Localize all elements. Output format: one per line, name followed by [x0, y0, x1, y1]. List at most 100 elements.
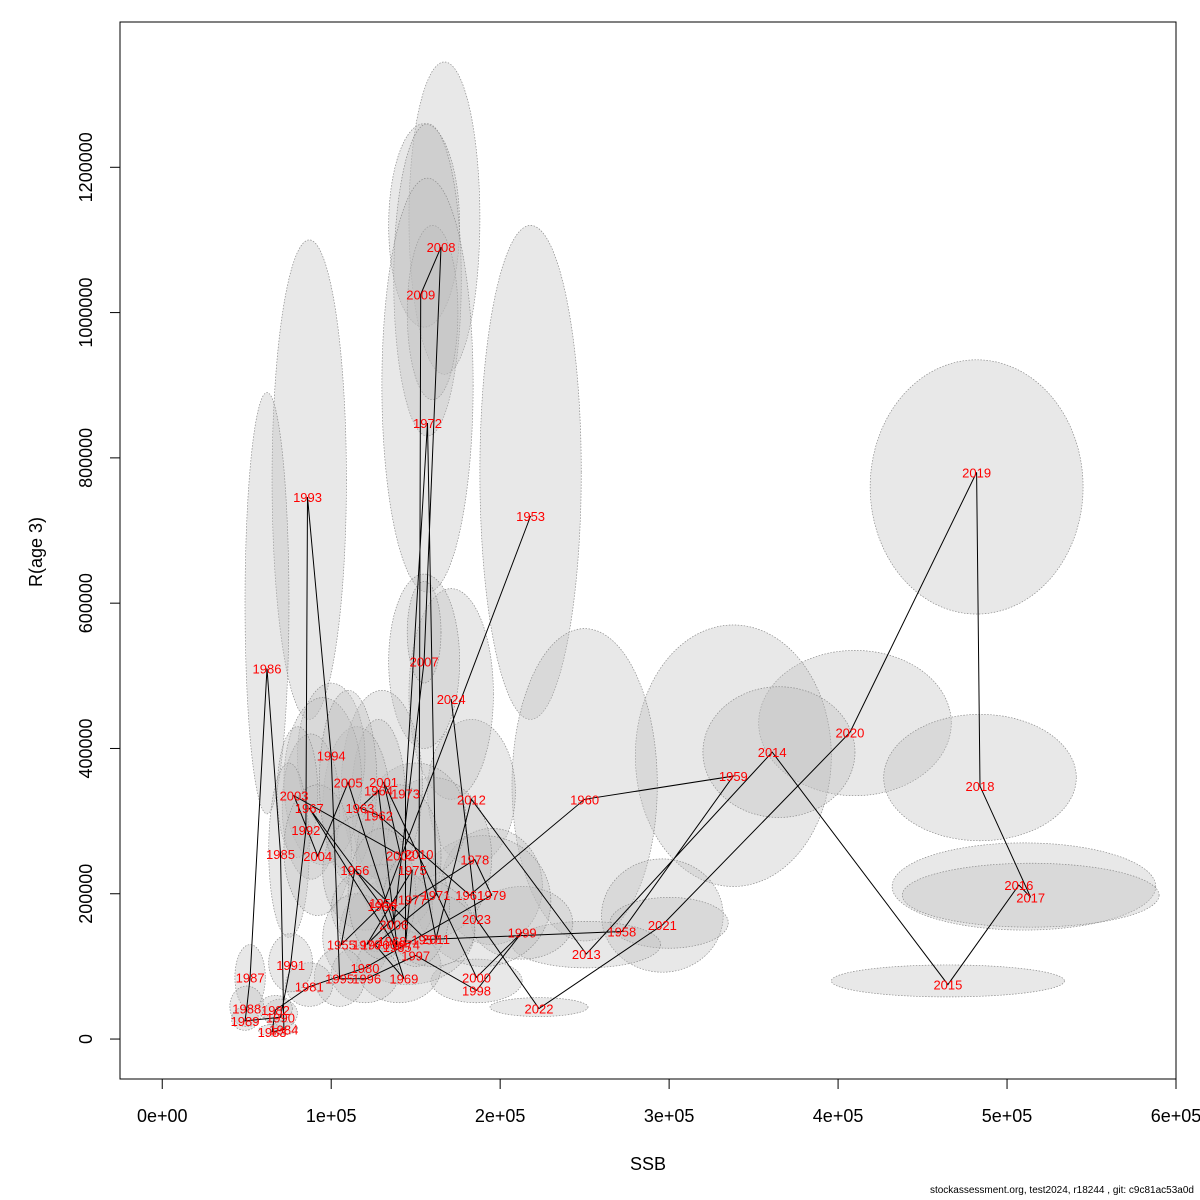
year-label: 2008: [427, 240, 456, 255]
year-label: 2024: [437, 692, 466, 707]
confidence-ellipse: [440, 828, 543, 945]
confidence-ellipse: [408, 61, 481, 375]
x-tick-label: 3e+05: [644, 1106, 695, 1126]
confidence-ellipse: [479, 225, 582, 720]
y-axis: 0 200000 400000 600000 800000 1000000 1200000: [76, 132, 121, 1044]
year-label: 1980: [351, 961, 380, 976]
x-tick-label: 0e+00: [137, 1106, 188, 1126]
year-label: 2004: [303, 849, 332, 864]
x-tick-label: 2e+05: [475, 1106, 526, 1126]
year-label: 1971: [421, 888, 450, 903]
year-label: 1974: [391, 938, 420, 953]
confidence-ellipse: [511, 628, 658, 942]
year-label: 2015: [933, 978, 962, 993]
year-label: 1963: [345, 801, 374, 816]
year-label: 1993: [293, 490, 322, 505]
year-label: 1997: [401, 949, 430, 964]
year-label: 1953: [516, 509, 545, 524]
y-tick-label: 200000: [76, 864, 96, 924]
x-axis: 0e+00 1e+05 2e+05 3e+05 4e+05 5e+05 6e+05: [137, 1078, 1200, 1126]
year-label: 2022: [525, 1002, 554, 1017]
confidence-ellipse: [263, 998, 298, 1029]
confidence-ellipse: [285, 962, 334, 1007]
confidence-ellipse: [381, 177, 474, 593]
y-tick-label: 600000: [76, 573, 96, 633]
year-label: 1999: [508, 925, 537, 940]
year-label: 1962: [364, 808, 393, 823]
confidence-ellipse: [283, 784, 352, 916]
year-label: 1996: [352, 972, 381, 987]
year-label: 2006: [379, 917, 408, 932]
year-label: 1970: [361, 938, 390, 953]
confidence-ellipse: [702, 686, 856, 818]
y-tick-label: 800000: [76, 428, 96, 488]
year-label: 2014: [758, 745, 787, 760]
year-label: 1967: [295, 801, 324, 816]
year-label: 1995: [325, 972, 354, 987]
confidence-ellipse: [489, 997, 589, 1017]
confidence-ellipse: [406, 581, 442, 684]
year-label: 1998: [462, 983, 491, 998]
year-label: 1968: [378, 934, 407, 949]
year-label: 2001: [369, 775, 398, 790]
year-label: 1961: [455, 888, 484, 903]
year-label: 1987: [236, 970, 265, 985]
year-label: 1991: [276, 958, 305, 973]
y-tick-label: 400000: [76, 718, 96, 778]
x-axis-label: SSB: [630, 1154, 666, 1174]
year-label: 2011: [422, 932, 450, 947]
year-label: 1965: [383, 940, 412, 955]
year-label: 1957: [411, 933, 440, 948]
confidence-ellipse: [322, 726, 391, 887]
year-label: 1966: [367, 899, 396, 914]
year-label: 1986: [253, 662, 282, 677]
confidence-ellipse: [356, 784, 442, 931]
year-label: 1972: [413, 416, 442, 431]
confidence-ellipse: [281, 733, 340, 880]
year-label: 1964: [364, 784, 393, 799]
year-label: 2012: [457, 792, 486, 807]
year-label: 1958: [607, 925, 636, 940]
y-tick-label: 1200000: [76, 132, 96, 202]
year-labels: 1953 1954 1955 1956 1957 1958 1959 1960 1961 1962…: [231, 240, 1046, 1040]
year-label: 1959: [719, 769, 748, 784]
year-label: 1984: [269, 1023, 298, 1038]
year-label: 2010: [405, 847, 434, 862]
year-label: 1981: [295, 980, 324, 995]
year-label: 2005: [334, 776, 363, 791]
confidence-ellipse: [408, 588, 494, 800]
confidence-ellipse: [415, 835, 552, 967]
confidence-ellipse: [373, 777, 493, 938]
year-label: 1979: [477, 888, 506, 903]
year-label: 2000: [462, 970, 491, 985]
x-tick-label: 1e+05: [306, 1106, 357, 1126]
year-label: 1976: [352, 938, 381, 953]
confidence-ellipse: [347, 828, 417, 960]
confidence-ellipse: [609, 897, 729, 949]
x-tick-label: 5e+05: [982, 1106, 1033, 1126]
year-label: 2017: [1016, 890, 1045, 905]
confidence-ellipse: [901, 862, 1160, 928]
year-label: 2021: [648, 918, 677, 933]
trajectory-path: [244, 247, 1032, 1033]
year-label: 1988: [232, 1002, 261, 1017]
year-label: 2007: [410, 654, 439, 669]
year-label: 1954: [369, 896, 398, 911]
year-label: 1983: [258, 1025, 287, 1040]
confidence-ellipse: [601, 858, 724, 973]
confidence-ellipse: [388, 123, 460, 328]
x-tick-label: 6e+05: [1151, 1106, 1200, 1126]
year-label: 2019: [962, 465, 991, 480]
confidence-ellipse: [330, 944, 400, 1004]
year-label: 1955: [327, 938, 356, 953]
year-label: 1990: [266, 1010, 295, 1025]
year-label: 1956: [340, 863, 369, 878]
year-label: 2003: [280, 789, 309, 804]
confidence-ellipse: [634, 624, 832, 887]
year-label: 2009: [406, 287, 435, 302]
y-axis-label: R(age 3): [26, 517, 46, 587]
confidence-ellipse: [244, 392, 290, 815]
year-label: 1985: [266, 847, 295, 862]
